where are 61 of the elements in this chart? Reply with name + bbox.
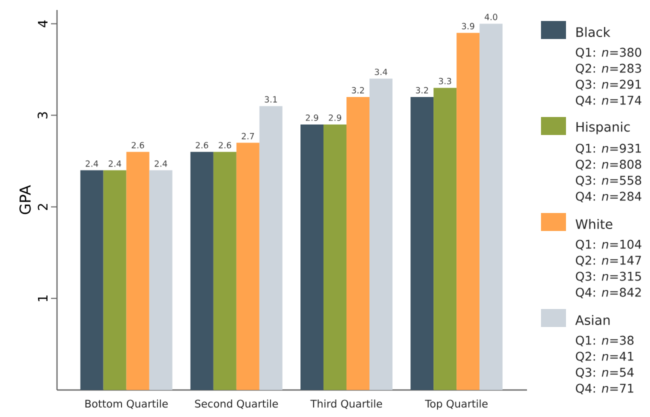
bar	[236, 142, 260, 390]
bar	[434, 88, 457, 390]
text: Q3: n=558	[576, 176, 642, 186]
data-label: 3.9	[462, 22, 474, 30]
data-label: 2.6	[218, 142, 232, 148]
x-tick-label: Second Quartile	[195, 400, 278, 409]
data-label: 2.7	[242, 132, 254, 140]
text: Q4: n=842	[576, 288, 641, 298]
legend-label: Asian	[575, 314, 610, 326]
y-tick-label: 4	[38, 20, 48, 28]
bar	[259, 106, 282, 390]
x-tick-label: Top Quartile	[424, 400, 488, 410]
x-tick-label: Third Quartile	[310, 400, 382, 409]
text: Q1: n=380	[576, 48, 642, 58]
x-tick-label: Bottom Quartile	[85, 400, 168, 409]
data-label: 2.6	[132, 142, 144, 148]
data-label: 2.6	[196, 142, 208, 148]
data-label: 2.4	[108, 160, 122, 167]
y-tick-label: 1	[38, 295, 48, 302]
bar	[80, 170, 104, 390]
bar	[126, 152, 150, 390]
bar	[323, 124, 346, 390]
data-label: 2.4	[86, 160, 98, 167]
data-label: 2.4	[154, 160, 168, 167]
data-label: 3.2	[416, 87, 428, 94]
text: Q2: n=283	[576, 64, 641, 74]
bar	[346, 96, 370, 390]
bar	[480, 24, 503, 390]
data-label: 2.9	[306, 114, 318, 121]
bar	[369, 78, 392, 390]
bar	[103, 170, 126, 390]
text: Q1: n=38	[576, 336, 634, 346]
text: Q4: n=71	[576, 384, 634, 394]
data-label: 3.4	[374, 68, 388, 76]
text: Q4: n=284	[576, 192, 642, 202]
bar	[149, 170, 172, 390]
data-label: 3.3	[438, 78, 452, 84]
text: Q3: n=315	[576, 272, 641, 282]
legend-label: Black	[576, 26, 610, 38]
bar	[456, 32, 480, 390]
y-axis-title: GPA	[19, 185, 31, 214]
bar	[300, 124, 324, 390]
y-tick-label: 2	[38, 204, 48, 210]
y-tick-label: 3	[38, 112, 48, 118]
text: Q2: n=808	[576, 160, 642, 170]
text: Q2: n=41	[576, 352, 634, 362]
bar	[213, 152, 236, 390]
bar	[190, 152, 214, 390]
text: Q4: n=174	[576, 96, 642, 106]
text: Q2: n=147	[576, 256, 641, 266]
data-label: 3.1	[264, 96, 277, 103]
text: Q1: n=931	[576, 144, 641, 154]
legend-label: White	[576, 218, 612, 230]
text: Q3: n=54	[576, 368, 634, 378]
text: Q3: n=291	[576, 80, 641, 90]
data-label: 2.9	[328, 114, 342, 121]
text: Q1: n=104	[576, 240, 642, 250]
bar	[410, 96, 434, 390]
data-label: 4.0	[484, 14, 498, 20]
data-label: 3.2	[352, 87, 364, 94]
legend-label: Hispanic	[576, 122, 630, 134]
